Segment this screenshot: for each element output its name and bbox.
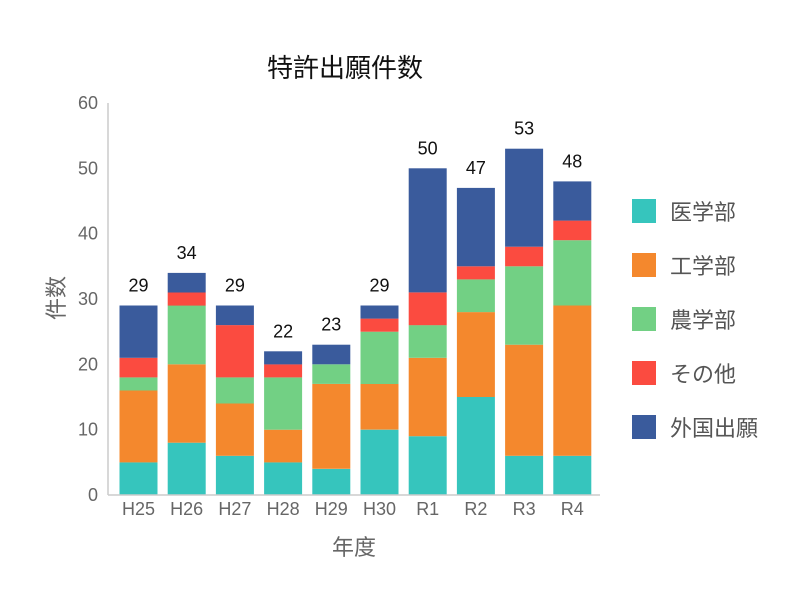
bar-segment (264, 377, 303, 430)
legend-label: 医学部 (670, 201, 736, 226)
legend-label: その他 (670, 363, 736, 388)
bar-segment (215, 325, 254, 378)
data-label-total: 53 (514, 119, 534, 139)
y-tick-label: 0 (88, 485, 98, 505)
bar-segment (312, 364, 351, 384)
y-tick-label: 40 (78, 224, 98, 244)
bar-segment (360, 331, 399, 384)
bar-segment (119, 357, 158, 378)
bar-segment (553, 305, 592, 456)
legend-swatch (632, 253, 656, 277)
y-tick-label: 60 (78, 93, 98, 113)
bar-segment (119, 377, 158, 391)
bar-segment (553, 455, 592, 495)
bar-segment (408, 168, 447, 293)
x-axis-title: 年度 (332, 536, 376, 561)
bar-segment (360, 383, 399, 430)
x-tick-label: R4 (561, 499, 584, 519)
bar-segment (456, 266, 495, 280)
legend-swatch (632, 415, 656, 439)
data-label-total: 34 (177, 243, 197, 263)
bar-segment (408, 357, 447, 437)
bar-segment (360, 318, 399, 332)
bar-segment (167, 292, 206, 306)
data-label-total: 29 (225, 276, 245, 296)
data-label-total: 50 (418, 138, 438, 158)
bar-segment (553, 220, 592, 241)
data-label-total: 22 (273, 321, 293, 341)
x-tick-label: R2 (464, 499, 487, 519)
bar-segment (505, 246, 544, 267)
data-label-total: 48 (562, 151, 582, 171)
data-label-total: 47 (466, 158, 486, 178)
data-label-total: 23 (321, 315, 341, 335)
axes-layer (107, 103, 600, 496)
bar-segment (264, 364, 303, 378)
bar-segment (553, 240, 592, 306)
bar-segment (360, 305, 399, 319)
x-tick-label: H30 (363, 499, 396, 519)
y-tick-label: 50 (78, 158, 98, 178)
bar-segment (456, 397, 495, 495)
bar-segment (505, 344, 544, 456)
x-tick-label: R3 (513, 499, 536, 519)
bar-segment (408, 292, 447, 326)
bar-segment (264, 351, 303, 365)
bar-segment (215, 455, 254, 495)
x-tick-label: R1 (416, 499, 439, 519)
bar-segment (505, 148, 544, 247)
bar-segment (553, 181, 592, 221)
bar-segment (119, 305, 158, 358)
y-tick-label: 30 (78, 289, 98, 309)
bar-segment (456, 187, 495, 267)
x-tick-label: H25 (122, 499, 155, 519)
bar-segment (505, 455, 544, 495)
bar-segment (505, 266, 544, 345)
bar-segment (456, 279, 495, 313)
legend-swatch (632, 307, 656, 331)
bar-segment (215, 305, 254, 326)
legend-swatch (632, 361, 656, 385)
bar-segment (167, 272, 206, 293)
bar-segment (312, 468, 351, 495)
bar-segment (408, 325, 447, 358)
chart-title: 特許出願件数 (267, 54, 423, 84)
bar-segment (408, 436, 447, 495)
bar-segment (119, 390, 158, 463)
bar-segment (264, 462, 303, 495)
bar-segment (360, 429, 399, 495)
legend-label: 農学部 (670, 309, 736, 334)
data-label-total: 29 (369, 276, 389, 296)
legend-swatch (632, 199, 656, 223)
x-tick-label: H26 (170, 499, 203, 519)
bar-segment (215, 403, 254, 456)
x-tick-label: H29 (315, 499, 348, 519)
labels-layer: 29 H25 34 H26 29 H27 22 H28 23 H29 29 H30 50 R1 47 R2 53… (78, 93, 584, 519)
bar-segment (312, 344, 351, 365)
data-label-total: 29 (128, 276, 148, 296)
bar-segment (167, 442, 206, 495)
x-tick-label: H28 (267, 499, 300, 519)
y-tick-label: 10 (78, 420, 98, 440)
bar-segment (312, 383, 351, 469)
bar-segment (119, 462, 158, 495)
y-axis-title: 件数 (45, 276, 70, 320)
legend-label: 工学部 (670, 255, 736, 280)
bar-segment (167, 305, 206, 365)
x-tick-label: H27 (218, 499, 251, 519)
bar-segment (264, 429, 303, 463)
bars-layer (119, 148, 592, 495)
bar-segment (456, 312, 495, 397)
legend-label: 外国出願 (670, 417, 758, 442)
y-tick-label: 20 (78, 354, 98, 374)
bar-segment (167, 364, 206, 443)
bar-segment (215, 377, 254, 404)
